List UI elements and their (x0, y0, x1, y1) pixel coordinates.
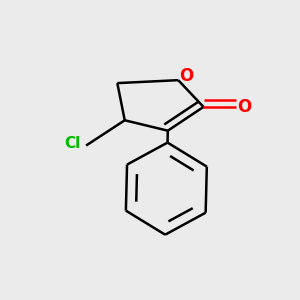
Text: O: O (237, 98, 252, 116)
Text: Cl: Cl (64, 136, 81, 151)
Text: O: O (179, 67, 194, 85)
